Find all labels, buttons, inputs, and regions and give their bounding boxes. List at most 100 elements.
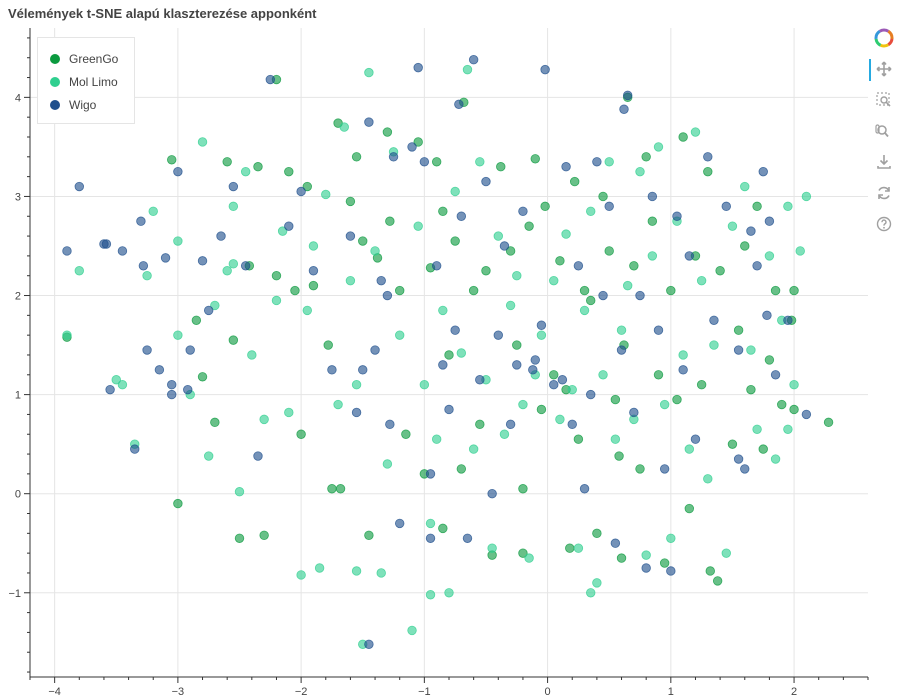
point-wigo[interactable] (154, 365, 165, 375)
point-mol-limo[interactable] (512, 271, 522, 281)
point-mol-limo[interactable] (801, 191, 812, 202)
bokeh-logo-icon[interactable] (872, 26, 896, 50)
point-greengo[interactable] (167, 155, 177, 165)
point-greengo[interactable] (524, 221, 534, 231)
point-mol-limo[interactable] (271, 295, 282, 306)
point-mol-limo[interactable] (659, 399, 670, 410)
point-greengo[interactable] (530, 154, 540, 164)
point-mol-limo[interactable] (111, 375, 121, 385)
point-mol-limo[interactable] (721, 548, 731, 558)
point-mol-limo[interactable] (518, 399, 528, 410)
point-greengo[interactable] (481, 266, 491, 276)
point-wigo[interactable] (475, 375, 485, 385)
point-wigo[interactable] (105, 384, 115, 395)
point-mol-limo[interactable] (752, 424, 762, 434)
point-wigo[interactable] (604, 201, 614, 212)
point-wigo[interactable] (327, 365, 337, 375)
point-wigo[interactable] (616, 345, 627, 355)
point-mol-limo[interactable] (598, 370, 608, 380)
point-wigo[interactable] (622, 90, 633, 101)
point-wigo[interactable] (370, 345, 380, 355)
point-mol-limo[interactable] (259, 414, 269, 425)
point-wigo[interactable] (388, 152, 399, 162)
point-wigo[interactable] (138, 261, 149, 271)
point-wigo[interactable] (438, 360, 448, 370)
point-mol-limo[interactable] (592, 578, 602, 588)
point-wigo[interactable] (666, 566, 676, 576)
point-mol-limo[interactable] (203, 451, 214, 461)
point-wigo[interactable] (733, 454, 744, 464)
point-wigo[interactable] (733, 345, 744, 355)
legend-item-mol-limo[interactable]: Mol Limo (50, 74, 118, 90)
point-mol-limo[interactable] (142, 271, 152, 281)
point-wigo[interactable] (770, 370, 781, 380)
help-icon[interactable] (872, 212, 896, 236)
point-greengo[interactable] (468, 285, 479, 296)
point-mol-limo[interactable] (382, 459, 393, 469)
point-wigo[interactable] (635, 290, 645, 301)
point-wigo[interactable] (284, 221, 294, 231)
point-mol-limo[interactable] (314, 563, 325, 573)
point-wigo[interactable] (493, 330, 503, 340)
point-wigo[interactable] (450, 325, 460, 335)
pan-icon[interactable] (869, 57, 896, 81)
point-greengo[interactable] (549, 370, 559, 380)
point-wigo[interactable] (296, 186, 306, 197)
point-mol-limo[interactable] (635, 166, 645, 177)
point-greengo[interactable] (696, 380, 707, 390)
point-wigo[interactable] (518, 206, 528, 217)
point-greengo[interactable] (616, 553, 627, 563)
point-wigo[interactable] (678, 365, 688, 375)
point-greengo[interactable] (604, 246, 614, 256)
point-mol-limo[interactable] (586, 588, 596, 598)
point-mol-limo[interactable] (789, 380, 799, 390)
point-mol-limo[interactable] (499, 429, 510, 439)
point-greengo[interactable] (290, 285, 300, 296)
point-wigo[interactable] (385, 419, 395, 430)
point-greengo[interactable] (234, 533, 245, 543)
point-greengo[interactable] (308, 280, 319, 291)
point-wigo[interactable] (142, 345, 152, 355)
point-mol-limo[interactable] (647, 251, 658, 261)
point-greengo[interactable] (323, 340, 333, 350)
point-wigo[interactable] (528, 365, 538, 375)
point-mol-limo[interactable] (333, 399, 343, 410)
point-wigo[interactable] (536, 320, 547, 330)
point-wigo[interactable] (216, 231, 226, 241)
point-greengo[interactable] (764, 355, 775, 365)
point-wigo[interactable] (173, 166, 183, 177)
point-greengo[interactable] (253, 162, 263, 172)
point-wigo[interactable] (540, 64, 550, 75)
point-wigo[interactable] (395, 518, 405, 529)
point-wigo[interactable] (456, 211, 467, 221)
point-mol-limo[interactable] (308, 241, 319, 251)
point-wigo[interactable] (567, 419, 577, 430)
point-wigo[interactable] (101, 239, 112, 249)
point-mol-limo[interactable] (622, 280, 633, 291)
point-wigo[interactable] (764, 216, 775, 226)
point-greengo[interactable] (727, 439, 738, 449)
point-wigo[interactable] (653, 325, 664, 335)
point-wigo[interactable] (721, 201, 731, 212)
point-mol-limo[interactable] (505, 300, 516, 311)
point-mol-limo[interactable] (62, 330, 72, 340)
point-greengo[interactable] (413, 137, 423, 147)
point-greengo[interactable] (565, 543, 575, 553)
point-wigo[interactable] (62, 246, 72, 256)
point-greengo[interactable] (703, 166, 713, 177)
point-greengo[interactable] (752, 201, 762, 212)
point-greengo[interactable] (777, 399, 787, 410)
point-mol-limo[interactable] (783, 201, 793, 212)
point-greengo[interactable] (598, 191, 608, 202)
point-mol-limo[interactable] (117, 380, 128, 390)
point-wigo[interactable] (454, 99, 464, 109)
point-mol-limo[interactable] (413, 221, 423, 231)
point-greengo[interactable] (536, 404, 547, 415)
point-wigo[interactable] (499, 241, 510, 251)
point-wigo[interactable] (557, 375, 568, 385)
point-mol-limo[interactable] (240, 166, 251, 177)
point-mol-limo[interactable] (462, 64, 473, 75)
point-greengo[interactable] (382, 127, 393, 137)
point-greengo[interactable] (401, 429, 411, 439)
point-greengo[interactable] (284, 166, 294, 177)
